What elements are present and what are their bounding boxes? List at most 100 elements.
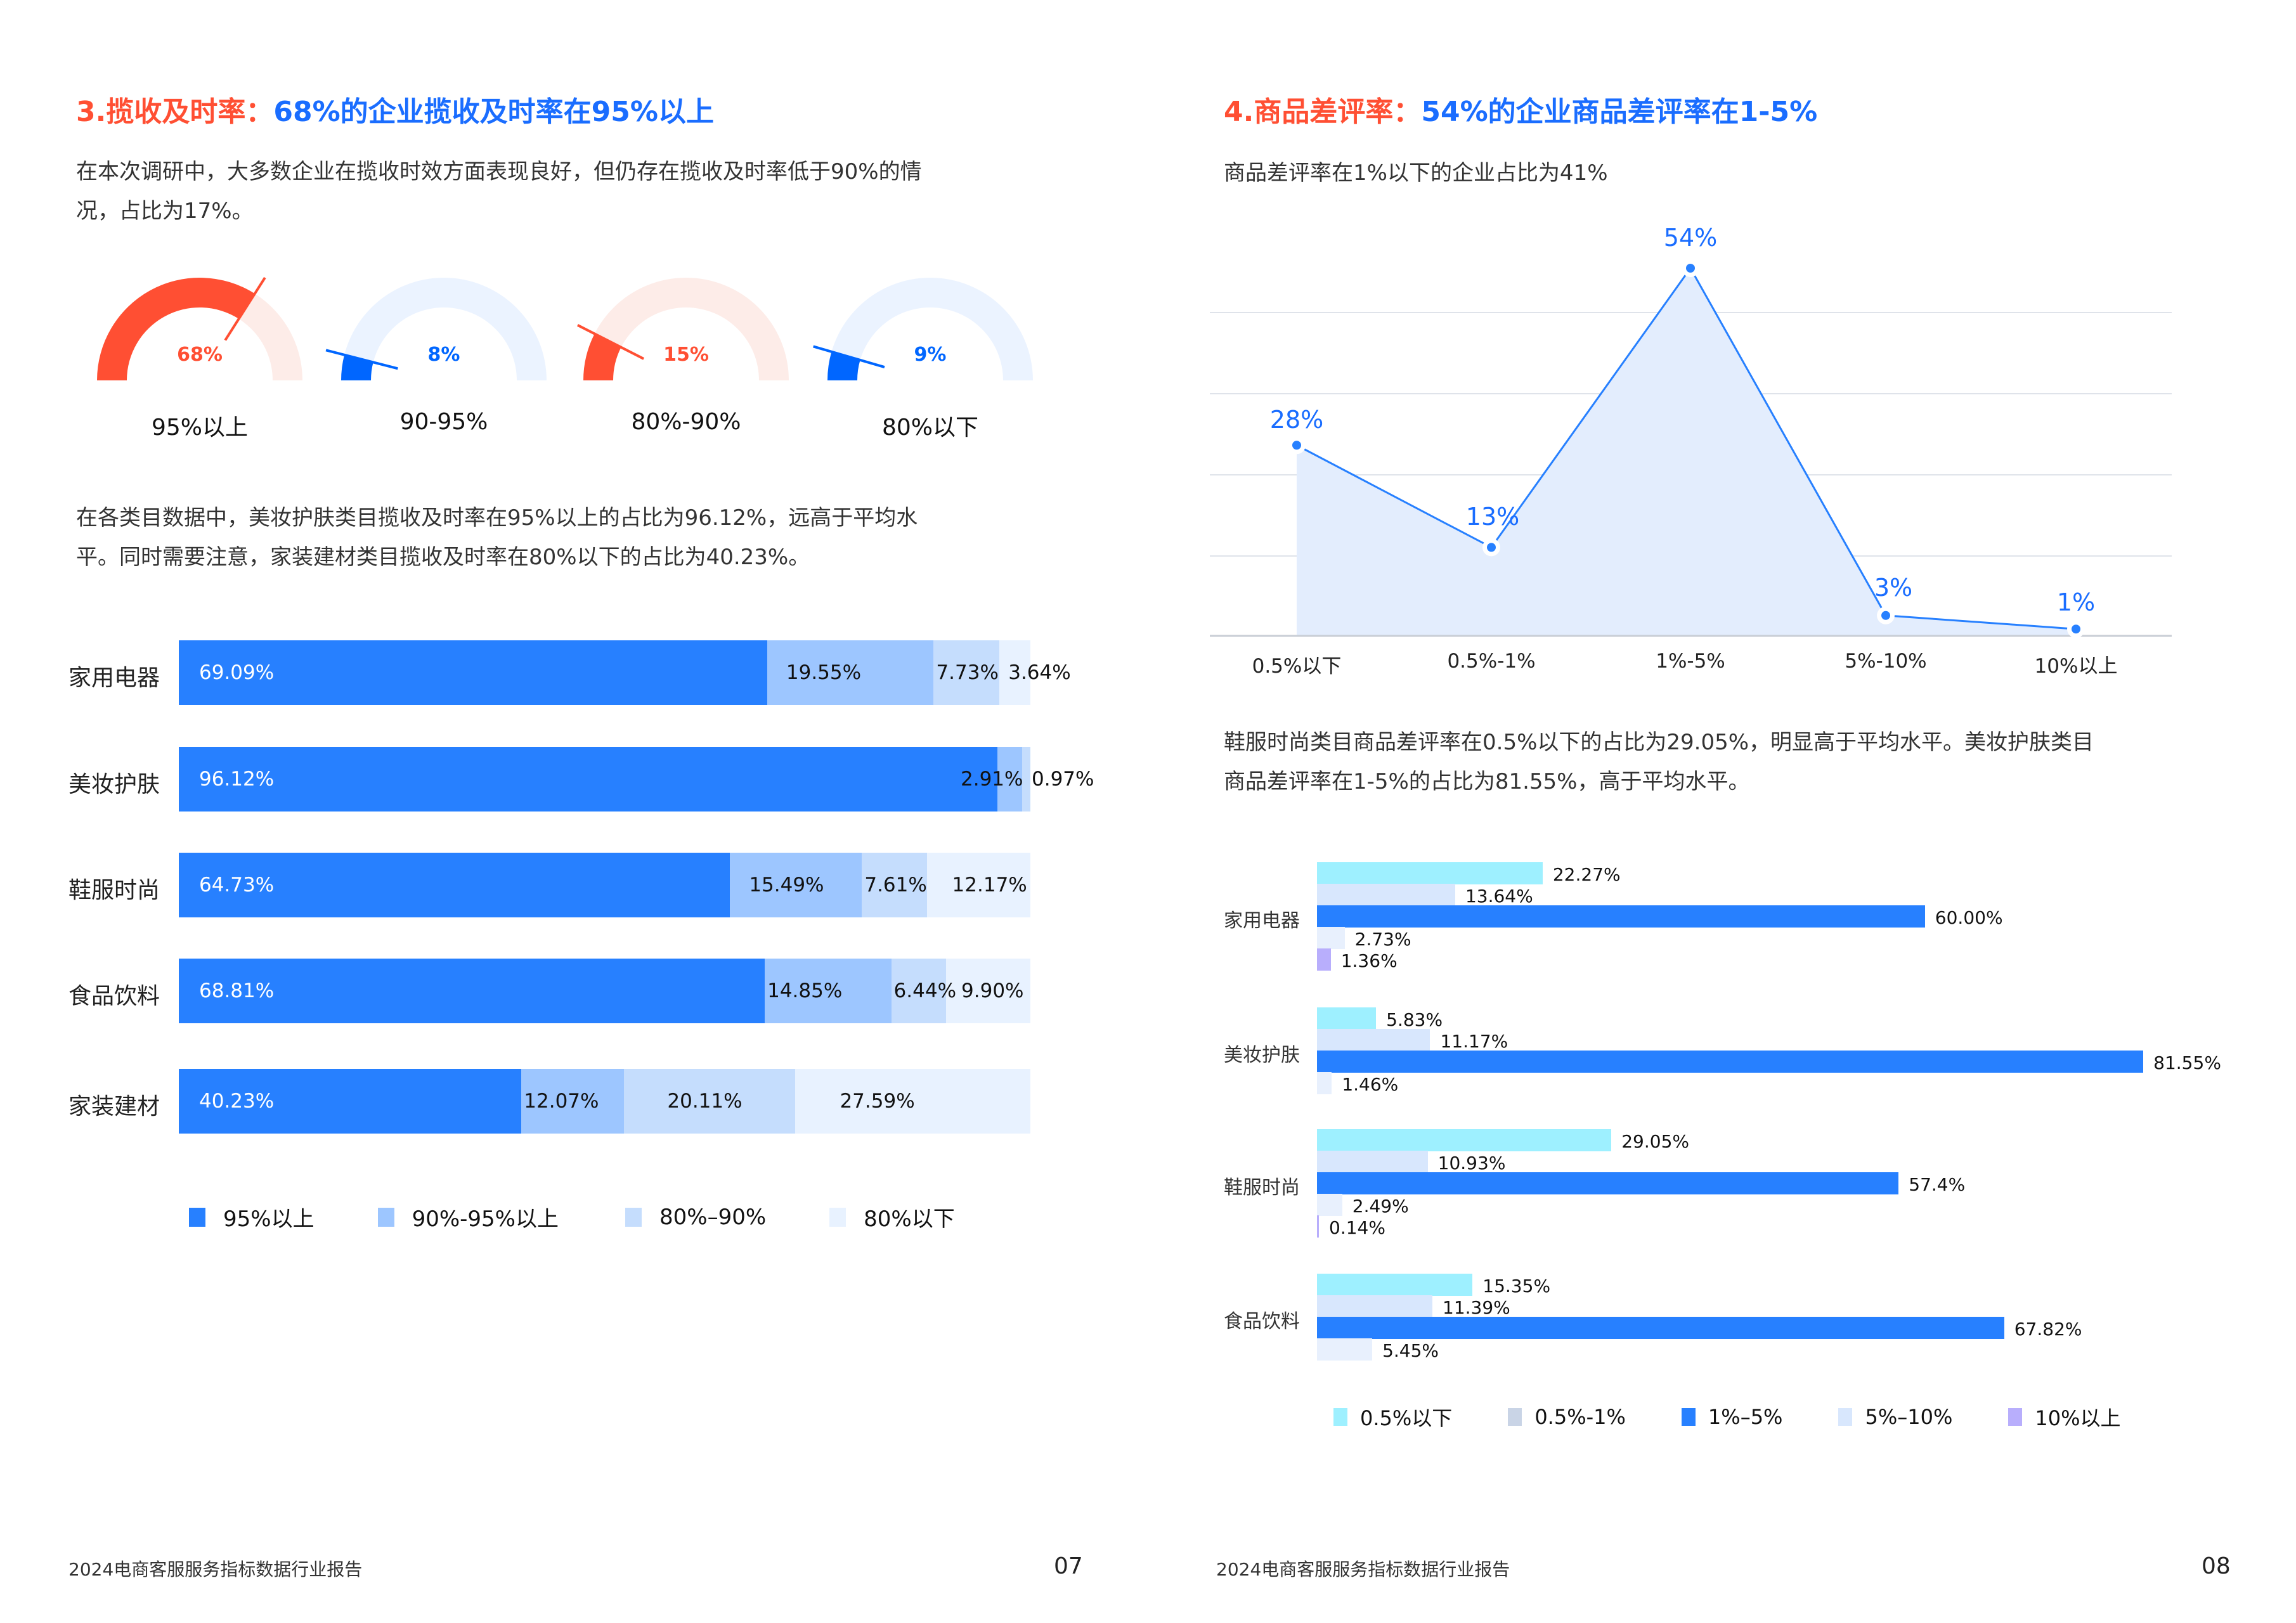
legend-label: 80%以下 (864, 1206, 955, 1232)
legend-label: 10%以上 (2035, 1406, 2121, 1430)
gauge-needle (813, 345, 885, 368)
bar-value-label: 81.55% (2153, 1052, 2221, 1073)
point-value-label: 28% (1269, 406, 1324, 434)
bar-segment (765, 959, 892, 1023)
gauge-4 (813, 278, 1033, 380)
stacked-bar-row (179, 1069, 1030, 1134)
bar (1317, 905, 1925, 928)
bar-segment (179, 853, 730, 917)
bar (1317, 1007, 1377, 1030)
category-label: 食品饮料 (68, 983, 160, 1009)
bar (1317, 1172, 1899, 1194)
stacked-bar-row (179, 640, 1031, 705)
legend-item: 10%以上 (2008, 1402, 2120, 1432)
bar-value-label: 67.82% (2014, 1319, 2082, 1340)
bar-segment (933, 640, 1000, 705)
x-tick-label: 0.5%以下 (1252, 655, 1342, 678)
right-intro-text: 商品差评率在1%以下的企业占比为41% (1224, 160, 1608, 186)
bar (1317, 1051, 2144, 1073)
category-label: 食品饮料 (1224, 1310, 1300, 1333)
segment-value-label: 15.49% (749, 874, 824, 896)
legend-item: 95%以上 (189, 1201, 315, 1232)
legend-label: 0.5%以下 (1360, 1406, 1453, 1430)
bar-segment (179, 1069, 522, 1134)
bar-segment (179, 640, 767, 705)
category-label: 美妆护肤 (1224, 1044, 1300, 1066)
segment-value-label: 7.61% (864, 874, 927, 896)
segment-value-label: 20.11% (667, 1090, 743, 1113)
legend-swatch (377, 1207, 394, 1227)
bar-value-label: 2.73% (1354, 929, 1411, 950)
bar-value-label: 1.46% (1342, 1074, 1399, 1095)
bar (1317, 1295, 1432, 1317)
segment-value-label: 68.81% (199, 980, 275, 1002)
legend-item: 0.5%以下 (1333, 1402, 1452, 1432)
gauge-3 (577, 278, 789, 380)
category-label: 鞋服时尚 (1224, 1177, 1300, 1199)
gauge-value: 15% (663, 344, 709, 366)
bar-value-label: 5.45% (1382, 1340, 1439, 1361)
bar-value-label: 60.00% (1935, 907, 2003, 928)
legend-swatch (1681, 1408, 1696, 1426)
legend-item: 1%–5% (1681, 1402, 1782, 1432)
bar (1317, 862, 1543, 884)
legend-swatch (829, 1207, 846, 1227)
segment-value-label: 64.73% (199, 874, 275, 896)
category-label: 家用电器 (1224, 910, 1300, 932)
stacked-bar-row (179, 747, 1030, 812)
bar (1317, 1194, 1342, 1216)
x-tick-label: 10%以上 (2034, 655, 2118, 678)
intro-line-2: 况，占比为17%。 (76, 198, 254, 224)
segment-value-label: 7.73% (936, 661, 999, 684)
bar-value-label: 15.35% (1482, 1276, 1551, 1296)
title-prefix: 4.商品差评率： (1224, 96, 1422, 128)
gauge-needle (577, 324, 645, 360)
bar (1317, 1072, 1332, 1094)
bar-value-label: 11.17% (1440, 1031, 1508, 1052)
title-prefix: 3.揽收及时率： (76, 96, 274, 128)
right-section-title: 4.商品差评率：54%的企业商品差评率在1-5% (1224, 89, 1817, 129)
bar (1317, 1029, 1430, 1051)
bar (1317, 1317, 2004, 1339)
bar-segment (946, 959, 1030, 1023)
bar (1317, 927, 1345, 949)
left-detail-paragraph: 在各类目数据中，美妆护肤类目揽收及时率在95%以上的占比为96.12%，远高于平… (76, 498, 1065, 577)
legend-item: 90%-95%以上 (377, 1201, 559, 1232)
legend-swatch (1838, 1408, 1853, 1426)
legend-swatch (1508, 1408, 1522, 1426)
area-line-chart (1210, 259, 2172, 638)
bar-value-label: 1.36% (1340, 950, 1398, 971)
bar-segment (767, 640, 934, 705)
stacked-bar-row (179, 959, 1030, 1023)
bar (1317, 1129, 1612, 1151)
bar-value-label: 0.14% (1329, 1217, 1385, 1238)
right-detail-paragraph: 鞋服时尚类目商品差评率在0.5%以下的占比为29.05%，明显高于平均水平。美妆… (1224, 723, 2264, 801)
bar-segment (891, 959, 947, 1023)
legend-swatch (625, 1207, 642, 1227)
gauge-needle (224, 276, 266, 341)
segment-value-label: 12.07% (524, 1090, 599, 1113)
segment-value-label: 14.85% (767, 980, 843, 1002)
legend-label: 95%以上 (223, 1206, 315, 1232)
gauge-needle (325, 349, 398, 370)
bar (1317, 948, 1331, 971)
segment-value-label: 69.09% (199, 661, 275, 684)
legend-swatch (1333, 1408, 1347, 1426)
point-value-label: 54% (1663, 224, 1718, 252)
bar-segment (997, 747, 1022, 812)
gauge-label: 95%以上 (151, 415, 249, 441)
category-label: 鞋服时尚 (68, 877, 160, 903)
bar-segment (999, 640, 1031, 705)
x-tick-label: 1%-5% (1656, 650, 1725, 673)
gauge-label: 80%以下 (881, 415, 979, 441)
segment-value-label: 9.90% (961, 980, 1024, 1002)
bar-value-label: 13.64% (1465, 886, 1533, 907)
bar-value-label: 5.83% (1386, 1009, 1443, 1030)
legend-item: 0.5%-1% (1508, 1402, 1626, 1432)
legend-label: 5%–10% (1865, 1405, 1953, 1429)
segment-value-label: 27.59% (840, 1090, 915, 1113)
bar-value-label: 10.93% (1437, 1153, 1506, 1174)
bar-segment (521, 1069, 625, 1134)
bar-segment (179, 959, 765, 1023)
bar-segment (862, 853, 927, 917)
